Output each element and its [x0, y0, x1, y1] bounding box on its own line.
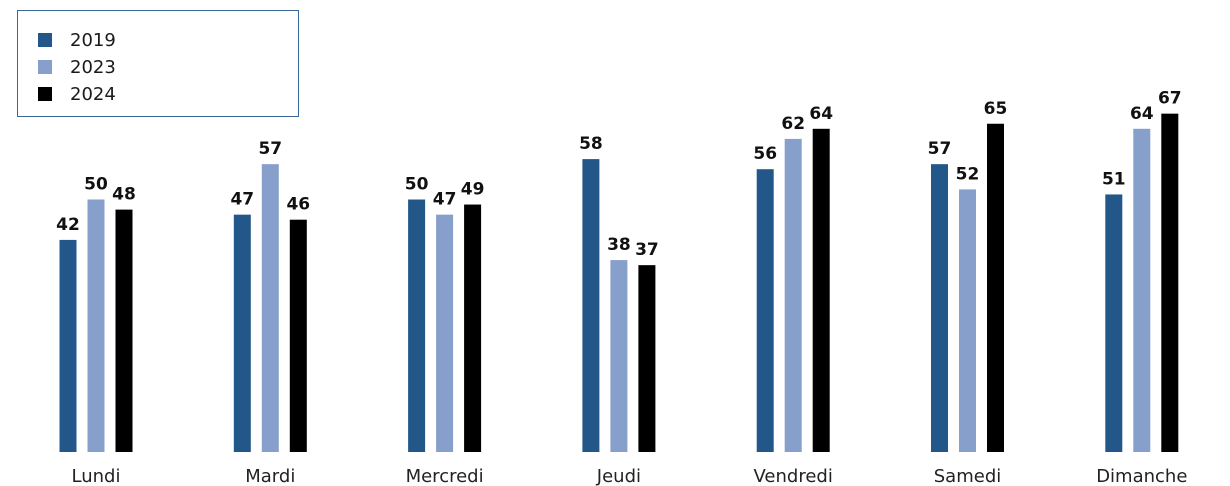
- x-tick-label-vendredi: Vendredi: [754, 466, 833, 486]
- bar-dimanche-2019: [1105, 194, 1123, 452]
- bar-vendredi-2024: [812, 128, 830, 453]
- value-label-samedi-2019: 57: [928, 139, 952, 159]
- value-label-lundi-2024: 48: [112, 185, 136, 205]
- legend-item-2023: 2023: [38, 56, 116, 78]
- chart-legend: 2019 2023 2024: [17, 10, 299, 117]
- value-label-dimanche-2024: 67: [1158, 89, 1182, 109]
- legend-swatch-2019: [38, 33, 52, 47]
- bar-samedi-2024: [987, 123, 1004, 452]
- legend-item-2019: 2019: [38, 29, 116, 51]
- value-label-lundi-2019: 42: [56, 215, 80, 235]
- bar-vendredi-2019: [756, 169, 774, 452]
- x-tick-label-jeudi: Jeudi: [596, 466, 641, 486]
- value-label-mercredi-2019: 50: [405, 175, 429, 195]
- bar-samedi-2023: [959, 189, 976, 452]
- value-label-samedi-2024: 65: [984, 99, 1008, 119]
- value-label-dimanche-2023: 64: [1130, 104, 1154, 124]
- legend-item-2024: 2024: [38, 83, 116, 105]
- bar-mardi-2024: [289, 219, 307, 452]
- bar-jeudi-2024: [638, 265, 656, 452]
- legend-label-2024: 2024: [70, 83, 116, 105]
- bar-lundi-2019: [59, 239, 77, 452]
- value-label-samedi-2023: 52: [956, 164, 980, 184]
- bar-jeudi-2019: [582, 159, 600, 452]
- value-label-vendredi-2023: 62: [781, 114, 805, 134]
- bar-vendredi-2023: [784, 138, 802, 452]
- bar-dimanche-2023: [1133, 128, 1151, 453]
- bar-jeudi-2023: [610, 260, 628, 452]
- value-label-lundi-2023: 50: [84, 175, 108, 195]
- bar-mercredi-2019: [408, 199, 426, 452]
- legend-swatch-2023: [38, 60, 52, 74]
- value-label-mercredi-2024: 49: [461, 180, 485, 200]
- value-label-mardi-2019: 47: [230, 190, 254, 210]
- legend-label-2019: 2019: [70, 29, 116, 51]
- bar-mercredi-2024: [464, 204, 482, 452]
- x-tick-label-mardi: Mardi: [245, 466, 295, 486]
- value-label-jeudi-2023: 38: [607, 235, 631, 255]
- value-label-mercredi-2023: 47: [433, 190, 457, 210]
- legend-label-2023: 2023: [70, 56, 116, 78]
- x-tick-label-samedi: Samedi: [934, 466, 1002, 486]
- legend-swatch-2024: [38, 87, 52, 101]
- value-label-jeudi-2024: 37: [635, 240, 659, 260]
- bar-lundi-2024: [115, 209, 133, 452]
- bar-samedi-2019: [931, 164, 948, 452]
- x-tick-label-mercredi: Mercredi: [406, 466, 484, 486]
- bar-mardi-2023: [261, 164, 279, 452]
- value-label-dimanche-2019: 51: [1102, 169, 1126, 189]
- bar-dimanche-2024: [1161, 113, 1179, 453]
- value-label-mardi-2024: 46: [286, 195, 310, 215]
- x-tick-label-lundi: Lundi: [72, 466, 121, 486]
- value-label-jeudi-2019: 58: [579, 134, 603, 154]
- value-label-vendredi-2024: 64: [809, 104, 833, 124]
- bar-mardi-2019: [233, 214, 251, 452]
- bar-lundi-2023: [87, 199, 105, 452]
- value-label-vendredi-2019: 56: [753, 144, 777, 164]
- bar-mercredi-2023: [436, 214, 454, 452]
- value-label-mardi-2023: 57: [258, 139, 282, 159]
- x-tick-label-dimanche: Dimanche: [1096, 466, 1187, 486]
